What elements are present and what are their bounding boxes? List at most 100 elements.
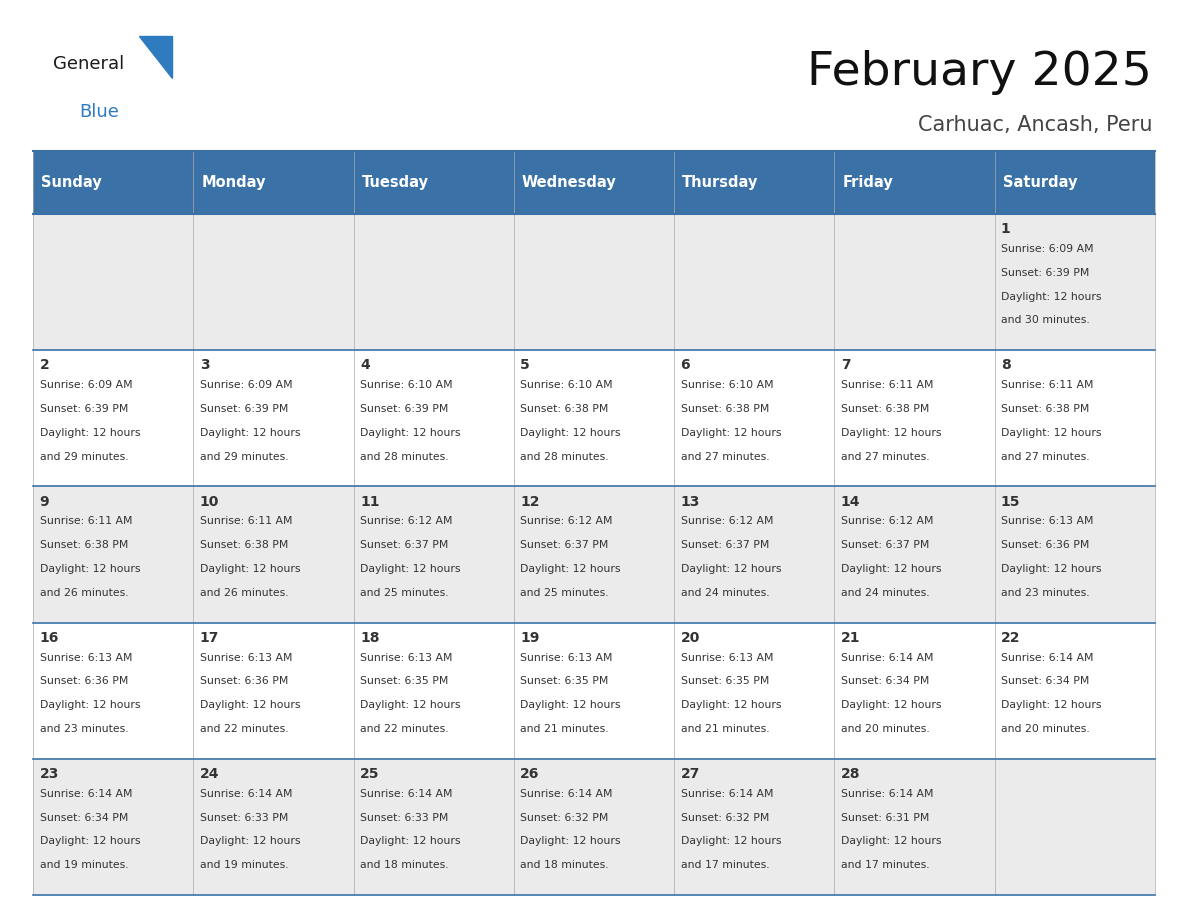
Text: Daylight: 12 hours: Daylight: 12 hours: [841, 700, 941, 711]
Text: 11: 11: [360, 495, 380, 509]
Text: Sunrise: 6:12 AM: Sunrise: 6:12 AM: [681, 516, 773, 526]
Bar: [33, 214, 1155, 350]
Text: Sunset: 6:38 PM: Sunset: 6:38 PM: [39, 540, 128, 550]
Text: Daylight: 12 hours: Daylight: 12 hours: [39, 836, 140, 846]
Text: Sunset: 6:35 PM: Sunset: 6:35 PM: [520, 677, 608, 687]
Text: Sunrise: 6:13 AM: Sunrise: 6:13 AM: [681, 653, 773, 663]
Text: 26: 26: [520, 767, 539, 781]
Text: Sunrise: 6:13 AM: Sunrise: 6:13 AM: [1001, 516, 1093, 526]
Text: Sunrise: 6:09 AM: Sunrise: 6:09 AM: [39, 380, 132, 390]
Text: Daylight: 12 hours: Daylight: 12 hours: [39, 564, 140, 574]
Text: 22: 22: [1001, 631, 1020, 644]
Text: Daylight: 12 hours: Daylight: 12 hours: [200, 564, 301, 574]
Bar: [33, 487, 1155, 622]
Text: Sunset: 6:35 PM: Sunset: 6:35 PM: [681, 677, 769, 687]
Text: Daylight: 12 hours: Daylight: 12 hours: [200, 700, 301, 711]
Text: 10: 10: [200, 495, 220, 509]
Text: 20: 20: [681, 631, 700, 644]
Text: Sunset: 6:39 PM: Sunset: 6:39 PM: [200, 404, 289, 414]
Text: Daylight: 12 hours: Daylight: 12 hours: [39, 428, 140, 438]
Text: and 19 minutes.: and 19 minutes.: [39, 860, 128, 870]
Text: and 18 minutes.: and 18 minutes.: [520, 860, 609, 870]
Polygon shape: [139, 36, 172, 78]
Text: and 29 minutes.: and 29 minutes.: [39, 452, 128, 462]
Text: 3: 3: [200, 358, 209, 373]
Text: Sunset: 6:34 PM: Sunset: 6:34 PM: [841, 677, 929, 687]
Text: Sunrise: 6:11 AM: Sunrise: 6:11 AM: [200, 516, 292, 526]
Text: Sunset: 6:37 PM: Sunset: 6:37 PM: [520, 540, 608, 550]
Text: 13: 13: [681, 495, 700, 509]
Text: Sunset: 6:34 PM: Sunset: 6:34 PM: [1001, 677, 1089, 687]
Text: 23: 23: [39, 767, 59, 781]
Text: and 30 minutes.: and 30 minutes.: [1001, 316, 1089, 325]
Text: and 23 minutes.: and 23 minutes.: [1001, 588, 1089, 598]
Text: Sunset: 6:38 PM: Sunset: 6:38 PM: [520, 404, 608, 414]
Bar: [834, 151, 994, 214]
Text: Sunrise: 6:14 AM: Sunrise: 6:14 AM: [200, 789, 292, 799]
Text: Thursday: Thursday: [682, 175, 758, 190]
Text: and 17 minutes.: and 17 minutes.: [841, 860, 929, 870]
Text: Sunset: 6:32 PM: Sunset: 6:32 PM: [520, 812, 608, 823]
Text: Sunrise: 6:14 AM: Sunrise: 6:14 AM: [520, 789, 613, 799]
Text: Sunrise: 6:13 AM: Sunrise: 6:13 AM: [200, 653, 292, 663]
Text: Blue: Blue: [80, 103, 120, 121]
Bar: [33, 622, 1155, 759]
Text: Sunset: 6:38 PM: Sunset: 6:38 PM: [200, 540, 289, 550]
Text: 1: 1: [1001, 222, 1011, 236]
Text: Daylight: 12 hours: Daylight: 12 hours: [841, 428, 941, 438]
Text: Sunset: 6:36 PM: Sunset: 6:36 PM: [1001, 540, 1089, 550]
Text: Sunrise: 6:10 AM: Sunrise: 6:10 AM: [520, 380, 613, 390]
Text: 25: 25: [360, 767, 380, 781]
Text: and 22 minutes.: and 22 minutes.: [360, 724, 449, 734]
Text: 7: 7: [841, 358, 851, 373]
Text: Sunrise: 6:12 AM: Sunrise: 6:12 AM: [841, 516, 934, 526]
Text: and 25 minutes.: and 25 minutes.: [360, 588, 449, 598]
Text: Sunset: 6:31 PM: Sunset: 6:31 PM: [841, 812, 929, 823]
Text: Daylight: 12 hours: Daylight: 12 hours: [39, 700, 140, 711]
Text: Friday: Friday: [842, 175, 893, 190]
Text: 2: 2: [39, 358, 50, 373]
Text: Sunset: 6:38 PM: Sunset: 6:38 PM: [1001, 404, 1089, 414]
Bar: [33, 759, 1155, 895]
Text: Sunset: 6:37 PM: Sunset: 6:37 PM: [841, 540, 929, 550]
Text: and 21 minutes.: and 21 minutes.: [681, 724, 769, 734]
Text: Sunrise: 6:14 AM: Sunrise: 6:14 AM: [841, 653, 934, 663]
Text: 5: 5: [520, 358, 530, 373]
Text: Sunset: 6:32 PM: Sunset: 6:32 PM: [681, 812, 769, 823]
Text: Daylight: 12 hours: Daylight: 12 hours: [200, 836, 301, 846]
Text: 12: 12: [520, 495, 539, 509]
Text: and 26 minutes.: and 26 minutes.: [39, 588, 128, 598]
Text: Carhuac, Ancash, Peru: Carhuac, Ancash, Peru: [918, 115, 1152, 135]
Text: Sunrise: 6:13 AM: Sunrise: 6:13 AM: [520, 653, 613, 663]
Text: and 19 minutes.: and 19 minutes.: [200, 860, 289, 870]
Text: Sunrise: 6:13 AM: Sunrise: 6:13 AM: [360, 653, 453, 663]
Text: and 29 minutes.: and 29 minutes.: [200, 452, 289, 462]
Text: Wednesday: Wednesday: [522, 175, 617, 190]
Text: Sunrise: 6:14 AM: Sunrise: 6:14 AM: [360, 789, 453, 799]
Text: Sunset: 6:33 PM: Sunset: 6:33 PM: [200, 812, 289, 823]
Text: Daylight: 12 hours: Daylight: 12 hours: [360, 428, 461, 438]
Text: Sunday: Sunday: [42, 175, 102, 190]
Text: Daylight: 12 hours: Daylight: 12 hours: [681, 836, 781, 846]
Text: 14: 14: [841, 495, 860, 509]
Text: 4: 4: [360, 358, 369, 373]
Text: Sunrise: 6:14 AM: Sunrise: 6:14 AM: [1001, 653, 1093, 663]
Text: Sunrise: 6:10 AM: Sunrise: 6:10 AM: [360, 380, 453, 390]
Bar: [674, 151, 834, 214]
Text: 27: 27: [681, 767, 700, 781]
Text: and 18 minutes.: and 18 minutes.: [360, 860, 449, 870]
Text: Daylight: 12 hours: Daylight: 12 hours: [1001, 700, 1101, 711]
Bar: [194, 151, 354, 214]
Text: and 24 minutes.: and 24 minutes.: [841, 588, 929, 598]
Text: Saturday: Saturday: [1003, 175, 1078, 190]
Text: Monday: Monday: [202, 175, 266, 190]
Text: and 28 minutes.: and 28 minutes.: [520, 452, 609, 462]
Text: Daylight: 12 hours: Daylight: 12 hours: [1001, 564, 1101, 574]
Text: and 22 minutes.: and 22 minutes.: [200, 724, 289, 734]
Text: Daylight: 12 hours: Daylight: 12 hours: [1001, 292, 1101, 301]
Text: Daylight: 12 hours: Daylight: 12 hours: [841, 564, 941, 574]
Text: Sunset: 6:35 PM: Sunset: 6:35 PM: [360, 677, 448, 687]
Text: 19: 19: [520, 631, 539, 644]
Text: 21: 21: [841, 631, 860, 644]
Text: Sunrise: 6:11 AM: Sunrise: 6:11 AM: [841, 380, 934, 390]
